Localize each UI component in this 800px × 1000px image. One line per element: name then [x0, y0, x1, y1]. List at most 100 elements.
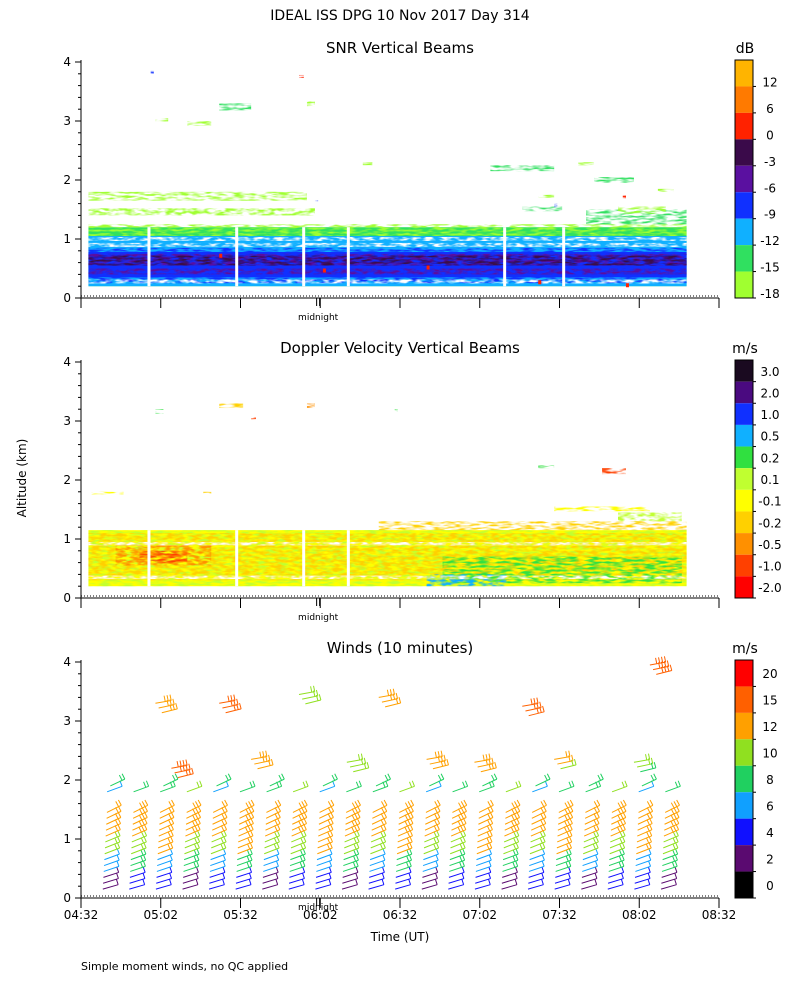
barb-flag: [259, 751, 262, 758]
wind-barb: [557, 830, 573, 843]
colorbar-label: 0.5: [760, 430, 779, 444]
wind-barb: [635, 848, 652, 861]
colorbar-label: -18: [760, 287, 780, 301]
wind-barb: [424, 830, 440, 843]
barb-flag: [199, 780, 203, 787]
barb-staff: [372, 785, 389, 793]
barb-staff: [345, 804, 361, 813]
barb-flag: [660, 666, 664, 673]
barb-staff: [425, 804, 441, 813]
wind-barb: [531, 817, 547, 831]
wind-barb: [212, 799, 228, 813]
barb-flag: [196, 848, 200, 855]
barb-flag: [622, 836, 626, 843]
wind-barb: [395, 866, 412, 878]
wind-barb: [395, 872, 412, 884]
snr-patch: [578, 162, 595, 166]
barb-flag: [565, 843, 570, 850]
barb-staff: [609, 847, 625, 855]
barb-flag: [223, 830, 227, 837]
barb-staff: [476, 859, 492, 867]
barb-staff: [346, 759, 363, 763]
wind-barb: [477, 817, 494, 831]
barb-flag: [541, 866, 545, 873]
barb-flag: [118, 774, 123, 781]
wind-barb: [345, 799, 361, 813]
barb-staff: [291, 823, 307, 831]
barb-staff: [129, 871, 146, 878]
wind-barb: [531, 805, 547, 819]
barb-staff: [177, 773, 194, 779]
barb-flag: [193, 855, 197, 862]
barb-flag: [671, 861, 675, 868]
barb-flag: [647, 758, 651, 765]
barb-staff: [291, 835, 307, 843]
colorbar-swatch: [735, 192, 753, 219]
wind-barb: [448, 866, 465, 878]
barb-flag: [116, 848, 120, 855]
barb-flag: [511, 802, 516, 809]
barb-flag: [358, 780, 362, 787]
barb-flag: [436, 836, 440, 843]
barb-flag: [196, 830, 201, 837]
barb-staff: [635, 865, 651, 872]
barb-flag: [121, 773, 126, 780]
colorbar-swatch: [735, 712, 753, 740]
wind-barb-upper: [522, 697, 539, 707]
barb-staff: [158, 829, 174, 837]
barb-staff: [584, 817, 600, 825]
wind-barb: [505, 780, 522, 793]
barb-flag: [488, 872, 492, 879]
wind-barb: [237, 842, 253, 855]
barb-staff: [266, 785, 282, 793]
y-tick-label: 4: [63, 355, 71, 369]
barb-flag: [355, 860, 359, 867]
wind-barb: [262, 878, 279, 890]
barb-flag: [491, 774, 495, 781]
barb-staff: [183, 865, 199, 872]
barb-flag: [443, 754, 446, 761]
barb-flag: [250, 830, 254, 837]
wind-barb: [482, 773, 498, 787]
colorbar-label: -12: [760, 234, 780, 248]
barb-staff: [399, 804, 414, 813]
barb-flag: [265, 755, 268, 762]
wind-barb: [585, 780, 602, 793]
barb-flag: [620, 878, 624, 885]
barb-flag: [674, 872, 678, 879]
barb-flag: [352, 855, 357, 862]
barb-staff: [291, 829, 307, 837]
barb-staff: [131, 841, 147, 849]
wind-barb: [103, 860, 120, 872]
barb-flag: [179, 765, 182, 772]
wind-barb: [104, 842, 121, 855]
barb-staff: [531, 804, 547, 813]
barb-staff: [663, 829, 679, 837]
barb-staff: [475, 878, 491, 884]
doppler-patch: [219, 403, 244, 409]
barb-staff: [370, 835, 387, 843]
barb-staff: [610, 829, 626, 837]
barb-flag: [191, 767, 194, 774]
barb-staff: [369, 853, 386, 861]
barb-flag: [273, 837, 278, 844]
barb-flag: [435, 848, 439, 855]
wind-barb: [475, 866, 492, 878]
barb-staff: [664, 817, 680, 825]
wind-barb: [238, 824, 254, 837]
barb-flag: [351, 802, 356, 809]
wind-barb-upper: [652, 660, 670, 671]
barb-flag: [670, 802, 675, 809]
wind-barb-upper: [353, 761, 370, 773]
barb-staff: [502, 853, 519, 861]
wind-barb: [163, 773, 179, 787]
barb-flag: [621, 872, 624, 879]
wind-barb: [663, 836, 679, 849]
barb-flag: [302, 854, 306, 861]
barb-flag: [648, 854, 652, 861]
barb-flag: [275, 860, 279, 867]
y-axis-label: Altitude (km): [15, 439, 29, 518]
barb-flag: [315, 694, 319, 701]
barb-flag: [672, 837, 676, 844]
wind-barb: [556, 848, 572, 861]
